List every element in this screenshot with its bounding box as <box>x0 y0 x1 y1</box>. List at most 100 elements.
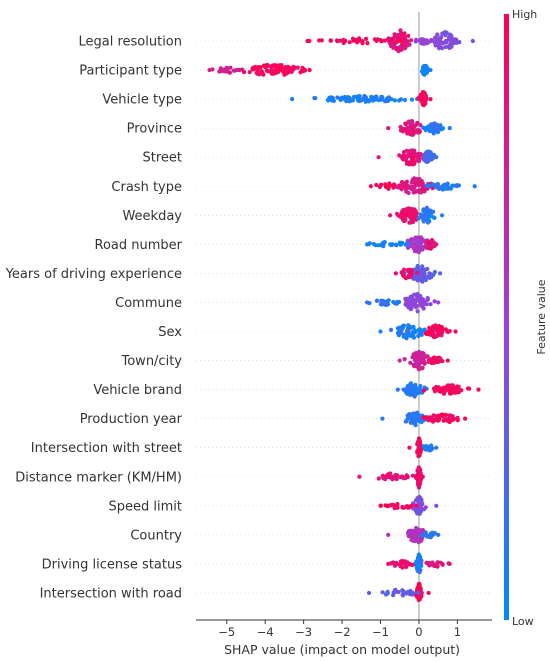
feature-row <box>207 63 433 77</box>
shap-dot <box>326 98 331 103</box>
shap-dot <box>432 531 437 536</box>
shap-dot <box>401 274 407 279</box>
shap-dot <box>413 423 418 428</box>
shap-dot <box>404 473 409 478</box>
shap-dot <box>407 220 412 225</box>
shap-dot <box>420 528 425 533</box>
shap-dot <box>455 183 460 188</box>
shap-dot <box>406 301 411 306</box>
shap-dot <box>445 358 450 363</box>
shap-dot <box>412 292 417 297</box>
shap-dot <box>440 412 446 417</box>
shap-dot <box>385 37 390 42</box>
shap-dot <box>384 474 389 479</box>
shap-dot <box>448 36 453 41</box>
shap-dot <box>380 474 385 479</box>
shap-dot <box>408 160 413 165</box>
shap-dot <box>392 43 397 48</box>
shap-dot <box>421 306 426 311</box>
x-axis: −5 −4 −3 −2 −1 0 1 <box>196 619 492 639</box>
feature-label: Road number <box>95 238 183 253</box>
shap-dot <box>380 416 385 421</box>
shap-dot <box>371 241 376 247</box>
shap-dot <box>407 127 412 132</box>
feature-label: Weekday <box>122 209 182 224</box>
shap-dot <box>456 388 461 393</box>
shap-dot <box>420 474 425 479</box>
feature-label: Country <box>130 528 182 543</box>
shap-dot <box>347 40 352 45</box>
shap-dot <box>425 274 431 280</box>
feature-row <box>397 349 450 372</box>
shap-dot <box>398 564 403 569</box>
shap-dot <box>421 219 426 224</box>
shap-dot <box>470 38 475 44</box>
shap-dot <box>414 211 419 216</box>
shap-dot <box>401 387 406 392</box>
shap-dot <box>412 241 418 246</box>
x-tick-label: −3 <box>295 625 312 639</box>
shap-dot <box>412 329 417 334</box>
shap-dot <box>439 333 444 338</box>
shap-dot <box>434 445 439 450</box>
feature-row <box>290 90 433 108</box>
shap-dot <box>424 244 429 249</box>
shap-dot <box>398 325 403 330</box>
feature-row <box>393 263 443 284</box>
shap-dot <box>392 561 397 566</box>
shap-dot <box>386 298 391 303</box>
shap-dot <box>472 184 477 189</box>
shap-dot <box>431 413 436 418</box>
shap-dot <box>453 329 458 334</box>
shap-dot <box>365 41 370 46</box>
shap-dot <box>291 67 296 72</box>
feature-label: Intersection with road <box>40 586 182 601</box>
shap-dot <box>402 357 407 362</box>
shap-dot <box>438 123 443 128</box>
shap-dot <box>400 156 405 161</box>
shap-dot <box>417 560 422 565</box>
shap-dot <box>398 124 403 129</box>
shap-dot <box>415 130 420 135</box>
shap-dot <box>409 210 414 215</box>
shap-dot <box>408 326 413 331</box>
x-tick-label: −2 <box>334 625 351 639</box>
colorbar-title: Feature value <box>535 279 548 354</box>
shap-dot <box>356 37 362 42</box>
shap-dot <box>395 299 400 305</box>
shap-dot <box>393 271 398 276</box>
feature-label: Sex <box>158 325 182 340</box>
shap-dot <box>424 150 429 155</box>
shap-dot <box>312 95 317 101</box>
shap-dot <box>402 184 407 189</box>
shap-dot <box>282 72 287 77</box>
shap-dot <box>287 67 292 72</box>
shap-dot <box>207 67 212 73</box>
shap-dot <box>386 302 391 307</box>
feature-row <box>366 581 431 603</box>
feature-label: Years of driving experience <box>5 267 182 282</box>
feature-label: Province <box>127 122 182 137</box>
shap-dot <box>402 208 407 213</box>
shap-dot <box>396 48 401 53</box>
shap-dot <box>400 216 405 221</box>
feature-label: Driving license status <box>42 557 183 572</box>
shap-dot <box>405 386 410 391</box>
shap-dot <box>457 40 462 45</box>
shap-dot <box>416 454 421 459</box>
shap-dot <box>413 238 418 243</box>
shap-dot <box>433 323 438 328</box>
shap-dot <box>414 305 419 310</box>
shap-dot <box>354 40 360 45</box>
shap-dot <box>402 97 408 103</box>
shap-dot <box>448 388 453 393</box>
shap-dot <box>386 561 391 567</box>
shap-dot <box>436 127 441 132</box>
shap-dot <box>410 216 415 221</box>
shap-dot <box>449 383 454 388</box>
shap-dot <box>416 244 421 249</box>
shap-dot <box>415 297 420 302</box>
shap-dot <box>359 97 364 103</box>
shap-dot <box>422 272 427 277</box>
shap-dot <box>307 67 312 73</box>
